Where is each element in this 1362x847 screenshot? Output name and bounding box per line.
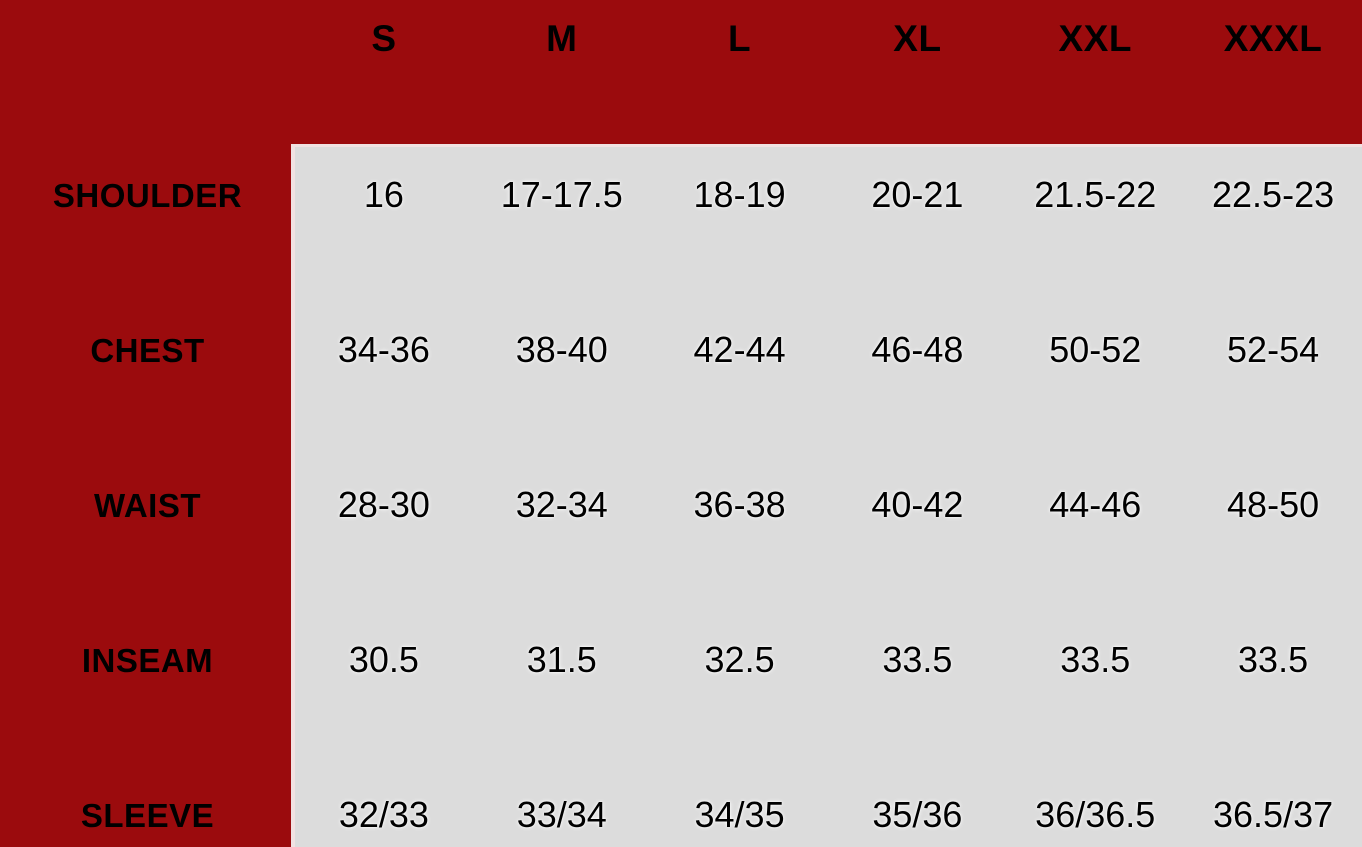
value-cell: 16 (363, 174, 404, 215)
value-cell: 44-46 (1049, 484, 1142, 525)
column-header-xxl: XXL (1058, 18, 1132, 59)
value-cell: 31.5 (526, 639, 597, 680)
value-cell: 40-42 (871, 484, 964, 525)
value-cell: 34-36 (337, 329, 430, 370)
value-cell: 36-38 (693, 484, 786, 525)
value-cell: 33.5 (1060, 639, 1131, 680)
value-cell: 28-30 (337, 484, 430, 525)
value-cell: 34/35 (694, 794, 785, 835)
value-cell: 50-52 (1049, 329, 1142, 370)
row-label-sleeve: SLEEVE (80, 797, 215, 834)
column-header-m: M (546, 18, 578, 59)
row-label-shoulder: SHOULDER (52, 177, 243, 214)
row-label-waist: WAIST (94, 487, 201, 524)
column-header-s: S (371, 18, 397, 59)
value-cell: 22.5-23 (1212, 174, 1335, 215)
value-cell: 20-21 (871, 174, 964, 215)
value-cell: 33/34 (516, 794, 607, 835)
value-cell: 48-50 (1227, 484, 1320, 525)
row-label-inseam: INSEAM (81, 642, 214, 679)
value-cell: 32-34 (515, 484, 608, 525)
value-cell: 52-54 (1227, 329, 1320, 370)
value-cell: 32/33 (338, 794, 429, 835)
corner-cell (0, 0, 295, 147)
value-cell: 33.5 (882, 639, 953, 680)
value-cell: 35/36 (872, 794, 963, 835)
column-header-l: L (728, 18, 752, 59)
value-cell: 30.5 (348, 639, 419, 680)
value-cell: 38-40 (515, 329, 608, 370)
column-header-xxxl: XXXL (1223, 18, 1323, 59)
value-cell: 42-44 (693, 329, 786, 370)
value-cell: 32.5 (704, 639, 775, 680)
value-cell: 46-48 (871, 329, 964, 370)
row-label-chest: CHEST (90, 332, 205, 369)
value-cell: 18-19 (693, 174, 786, 215)
data-panel-background (291, 144, 1362, 847)
value-cell: 21.5-22 (1034, 174, 1157, 215)
value-cell: 17-17.5 (500, 174, 623, 215)
column-header-xl: XL (893, 18, 942, 59)
value-cell: 33.5 (1238, 639, 1309, 680)
value-cell: 36.5/37 (1213, 794, 1334, 835)
value-cell: 36/36.5 (1035, 794, 1156, 835)
